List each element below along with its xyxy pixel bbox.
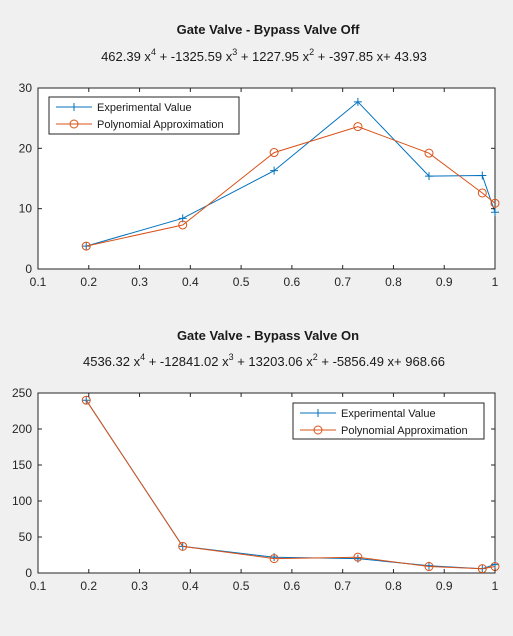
y-tick-label: 0	[25, 262, 32, 276]
data-point-polynomial	[353, 552, 363, 562]
data-point-experimental	[491, 560, 499, 569]
x-tick-label: 0.8	[385, 579, 402, 593]
data-point-polynomial	[81, 395, 91, 405]
chart-title: Gate Valve - Bypass Valve On	[177, 328, 359, 343]
equation-exponent-4: 4	[140, 352, 145, 362]
chart-equation: 4536.32 x4 + -12841.02 x3 + 13203.06 x2 …	[83, 352, 445, 369]
data-point-polynomial	[424, 148, 434, 158]
data-point-polynomial	[269, 148, 279, 158]
legend-label-experimental: Experimental Value	[341, 408, 436, 420]
data-point-polynomial	[269, 554, 279, 564]
data-point-polynomial	[490, 198, 500, 208]
legend-marker-plus	[314, 409, 322, 417]
chart-title: Gate Valve - Bypass Valve Off	[177, 22, 360, 37]
data-point-polynomial	[477, 564, 487, 574]
legend-label-polynomial: Polynomial Approximation	[341, 425, 468, 437]
equation-term-4: 462.39 x	[101, 49, 151, 64]
legend-marker-circle	[69, 119, 79, 129]
x-tick-label: 0.4	[182, 579, 199, 593]
equation-term-4: 4536.32 x	[83, 354, 141, 369]
legend-label-polynomial: Polynomial Approximation	[97, 119, 224, 131]
x-tick-label: 0.7	[334, 275, 351, 289]
x-tick-label: 0.5	[233, 275, 250, 289]
y-tick-label: 200	[12, 422, 32, 436]
equation-exponent-2: 2	[313, 352, 318, 362]
y-tick-label: 0	[25, 566, 32, 580]
equation-exponent-3: 3	[229, 352, 234, 362]
x-tick-label: 0.9	[436, 275, 453, 289]
x-tick-label: 0.8	[385, 275, 402, 289]
data-point-experimental	[478, 171, 487, 180]
legend-marker-circle	[313, 425, 323, 435]
x-tick-label: 0.6	[284, 275, 301, 289]
equation-exponent-4: 4	[151, 47, 156, 57]
y-tick-label: 20	[19, 141, 33, 155]
y-tick-label: 100	[12, 494, 32, 508]
y-tick-label: 30	[19, 81, 33, 95]
equation-exponent-2: 2	[309, 47, 314, 57]
equation-term-1: + -397.85 x+ 43.93	[314, 49, 427, 64]
x-tick-label: 0.9	[436, 579, 453, 593]
y-tick-label: 150	[12, 458, 32, 472]
series-layer	[81, 97, 500, 251]
legend-marker-plus	[70, 103, 78, 111]
x-tick-label: 1	[492, 579, 499, 593]
legend: Experimental Value Polynomial Approximat…	[292, 402, 485, 440]
data-point-experimental	[353, 97, 362, 106]
x-tick-label: 0.2	[80, 275, 97, 289]
ticks-layer: 0.1 0.2 0.3 0.4 0.5 0.6 0.7 0.8 0.9 1 0 50 100 150 200…	[12, 386, 499, 593]
x-tick-label: 0.6	[284, 579, 301, 593]
data-point-polynomial	[424, 562, 434, 572]
equation-term-2: + 13203.06 x	[234, 354, 314, 369]
series-line-polynomial	[86, 126, 496, 247]
chart-equation: 462.39 x4 + -1325.59 x3 + 1227.95 x2 + -…	[101, 47, 427, 64]
y-tick-label: 10	[19, 202, 33, 216]
data-point-polynomial	[353, 122, 363, 132]
y-tick-label: 250	[12, 386, 32, 400]
x-tick-label: 0.2	[80, 579, 97, 593]
series-line-polynomial	[85, 399, 496, 570]
data-point-polynomial	[81, 241, 91, 251]
plot-panel-bypass-on: Gate Valve - Bypass Valve On 4536.32 x4 …	[12, 328, 500, 593]
x-tick-label: 0.4	[182, 275, 199, 289]
equation-term-2: + 1227.95 x	[237, 49, 309, 64]
x-tick-label: 0.7	[334, 579, 351, 593]
x-tick-label: 0.5	[233, 579, 250, 593]
x-tick-label: 0.3	[131, 579, 148, 593]
data-point-polynomial	[477, 188, 487, 198]
x-tick-label: 0.3	[131, 275, 148, 289]
x-tick-label: 0.1	[30, 275, 47, 289]
equation-term-3: + -1325.59 x	[156, 49, 233, 64]
data-point-experimental	[424, 172, 433, 181]
x-tick-label: 1	[492, 275, 499, 289]
legend-box	[48, 96, 240, 135]
legend: Experimental Value Polynomial Approximat…	[48, 96, 240, 135]
y-tick-label: 50	[19, 530, 33, 544]
data-point-experimental	[491, 208, 499, 217]
equation-term-1: + -5856.49 x+ 968.66	[318, 354, 445, 369]
legend-label-experimental: Experimental Value	[97, 102, 192, 114]
x-tick-label: 0.1	[30, 579, 47, 593]
equation-term-3: + -12841.02 x	[145, 354, 229, 369]
data-point-polynomial	[178, 541, 188, 551]
legend-box	[292, 402, 485, 440]
data-point-experimental	[270, 166, 279, 175]
plot-panel-bypass-off: Gate Valve - Bypass Valve Off 462.39 x4 …	[19, 22, 500, 289]
equation-exponent-3: 3	[232, 47, 237, 57]
data-point-polynomial	[178, 220, 188, 230]
